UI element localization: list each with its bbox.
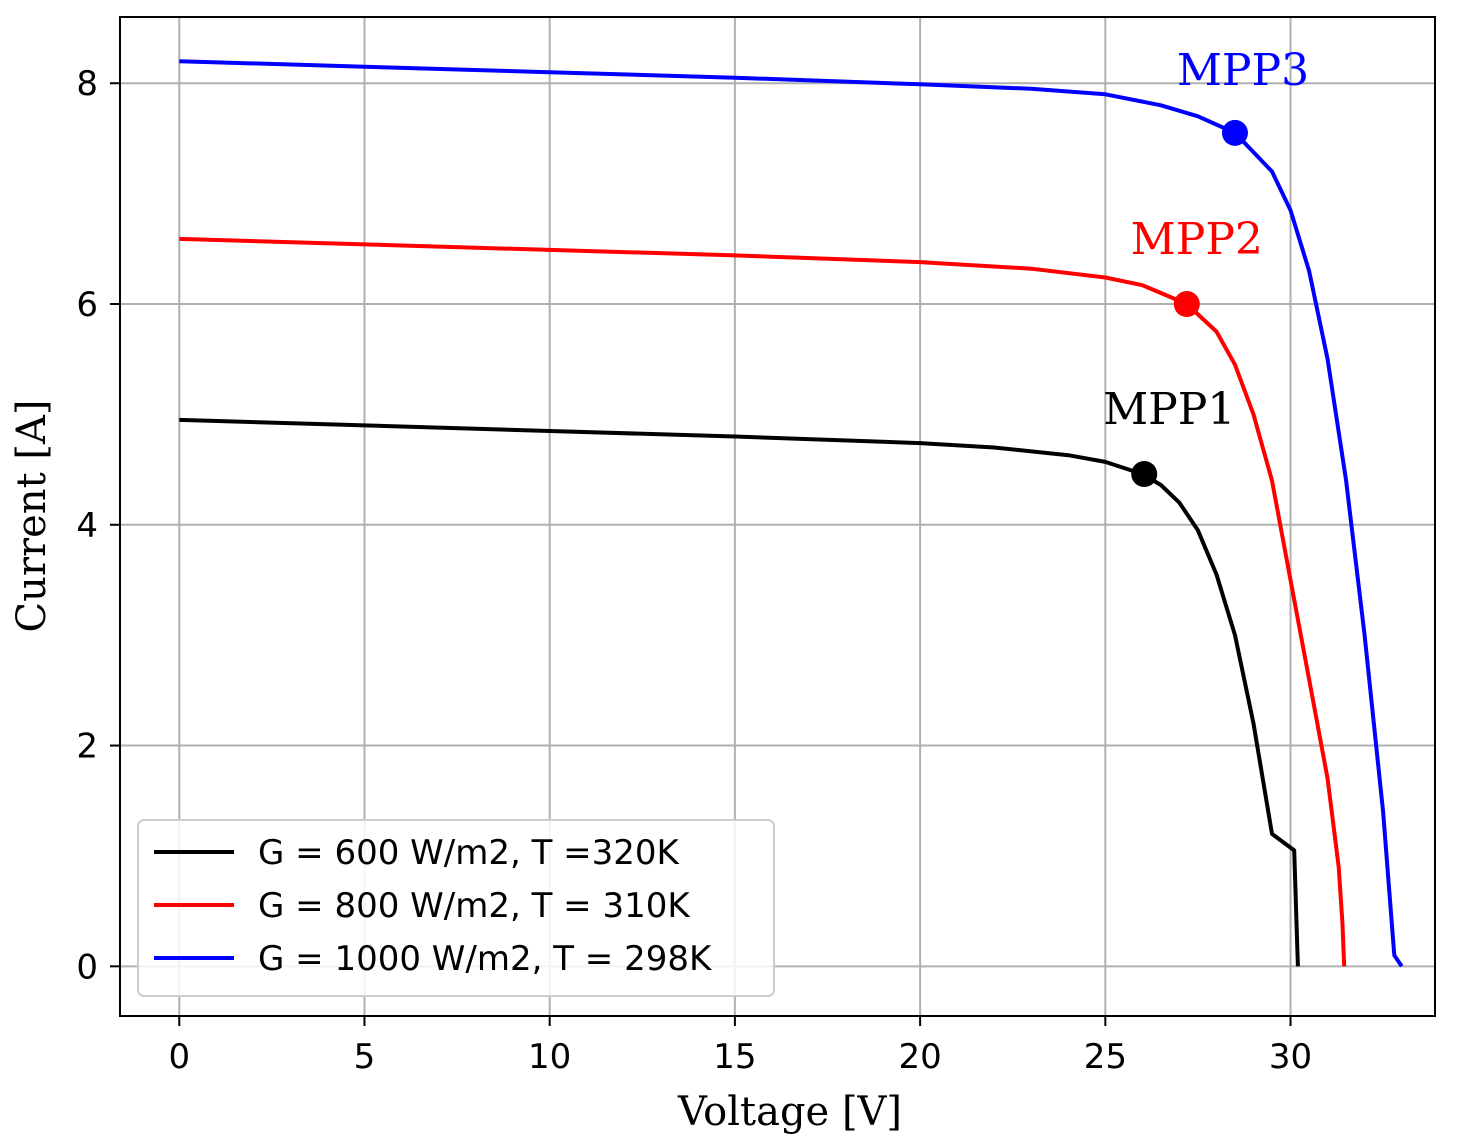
mpp-marker-1 (1131, 461, 1158, 488)
x-tick-label: 0 (168, 1037, 190, 1077)
mpp-label-1: MPP1 (1103, 384, 1235, 435)
legend-box (137, 819, 775, 997)
legend-entry-1: G = 600 W/m2, T =320K (258, 833, 681, 873)
plot-frame (119, 16, 1436, 1017)
y-tick-label: 4 (76, 506, 98, 546)
x-axis-label: Voltage [V] (677, 1089, 902, 1135)
x-tick-label: 5 (354, 1037, 376, 1077)
legend-entry-3: G = 1000 W/m2, T = 298K (258, 939, 713, 979)
y-tick-label: 6 (76, 285, 98, 325)
y-axis-label: Current [A] (9, 400, 55, 633)
axis-ticks: 0 5 10 15 20 25 30 0 2 4 6 8 (76, 64, 1312, 1077)
y-tick-label: 0 (76, 947, 98, 987)
mpp-label-3: MPP3 (1177, 45, 1309, 96)
legend: G = 600 W/m2, T =320K G = 800 W/m2, T = 3… (137, 819, 775, 997)
x-tick-label: 15 (713, 1037, 756, 1077)
x-tick-label: 20 (898, 1037, 941, 1077)
mpp-marker-2 (1173, 291, 1200, 318)
mpp-markers (1131, 119, 1248, 488)
series-line-2 (179, 236, 1347, 967)
mpp-label-2: MPP2 (1131, 214, 1263, 265)
x-tick-label: 10 (528, 1037, 571, 1077)
x-tick-label: 25 (1084, 1037, 1127, 1077)
x-tick-label: 30 (1269, 1037, 1312, 1077)
y-tick-label: 8 (76, 64, 98, 104)
y-tick-label: 2 (76, 727, 98, 767)
mpp-labels: MPP1 MPP2 MPP3 (1103, 45, 1309, 435)
mpp-marker-3 (1221, 119, 1248, 146)
legend-entry-2: G = 800 W/m2, T = 310K (258, 886, 691, 926)
